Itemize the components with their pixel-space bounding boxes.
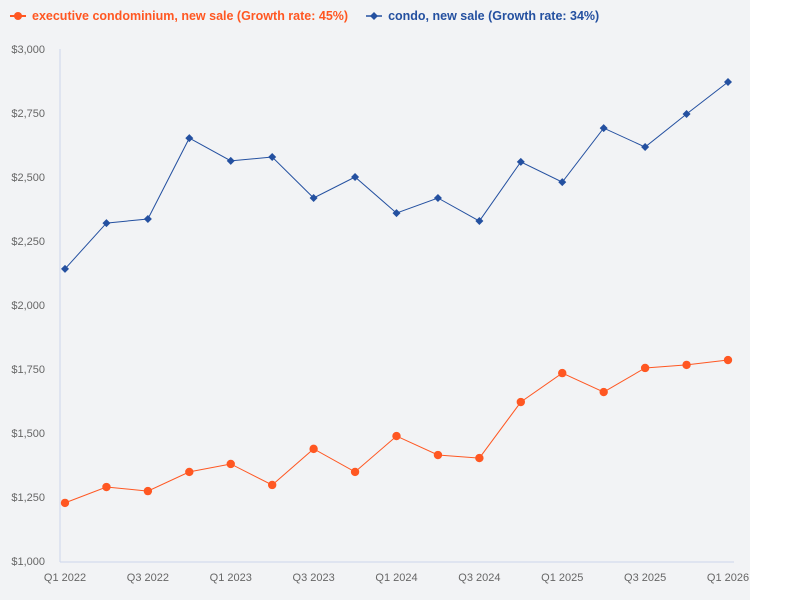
data-point (640, 363, 650, 373)
x-tick-label: Q1 2022 (44, 572, 86, 584)
data-point (516, 397, 526, 407)
data-point (433, 450, 443, 460)
x-tick-label: Q1 2024 (375, 572, 417, 584)
legend-label: executive condominium, new sale (Growth … (32, 9, 349, 23)
data-point (143, 486, 153, 496)
data-point (475, 217, 484, 226)
x-tick-label: Q3 2022 (127, 572, 169, 584)
data-point (350, 467, 360, 477)
data-point (516, 157, 525, 166)
y-tick-label: $3,000 (11, 44, 45, 56)
legend-item-executive-condominium[interactable]: executive condominium, new sale (Growth … (10, 9, 348, 23)
data-point (102, 219, 111, 228)
y-tick-label: $2,500 (11, 172, 45, 184)
data-point (682, 360, 691, 370)
data-point (185, 134, 194, 143)
data-point (558, 178, 567, 187)
y-tick-label: $1,500 (11, 428, 45, 440)
y-tick-label: $2,750 (11, 108, 45, 120)
y-tick-label: $2,250 (11, 236, 45, 248)
x-tick-label: Q1 2026 (707, 572, 749, 584)
data-point (599, 124, 608, 133)
data-point (226, 156, 235, 165)
data-point (143, 214, 152, 223)
y-tick-label: $2,000 (11, 300, 45, 312)
x-tick-label: Q3 2025 (624, 572, 666, 584)
x-tick-label: Q1 2023 (210, 572, 252, 584)
data-point (185, 467, 194, 477)
legend-label: condo, new sale (Growth rate: 34%) (388, 9, 600, 23)
data-point (682, 110, 691, 119)
data-point (392, 209, 401, 218)
data-point (351, 173, 360, 181)
diamond-marker-icon (366, 12, 383, 20)
data-point (309, 444, 318, 454)
x-tick-label: Q3 2023 (293, 572, 335, 584)
data-point (433, 193, 442, 202)
data-point (599, 387, 608, 397)
legend: executive condominium, new sale (Growth … (10, 9, 599, 23)
y-tick-label: $1,750 (11, 364, 45, 376)
data-point (61, 264, 69, 273)
data-point (724, 78, 732, 87)
x-tick-label: Q3 2024 (458, 572, 500, 584)
data-point (226, 459, 235, 469)
data-point (558, 368, 567, 378)
data-point (309, 193, 318, 202)
data-point (268, 153, 277, 162)
y-tick-label: $1,250 (11, 492, 45, 504)
series-line-0 (64, 359, 729, 504)
data-point (60, 498, 70, 508)
legend-item-condo[interactable]: condo, new sale (Growth rate: 34%) (366, 9, 599, 23)
series-line-1 (64, 81, 729, 270)
chart-background (0, 0, 750, 600)
data-point (475, 453, 484, 463)
data-point (102, 482, 111, 492)
data-point (641, 143, 650, 152)
data-point (267, 480, 277, 490)
y-tick-label: $1,000 (11, 556, 45, 568)
circle-marker-icon (10, 12, 26, 20)
data-point (392, 431, 401, 441)
x-tick-label: Q1 2025 (541, 572, 583, 584)
data-point (723, 355, 733, 365)
